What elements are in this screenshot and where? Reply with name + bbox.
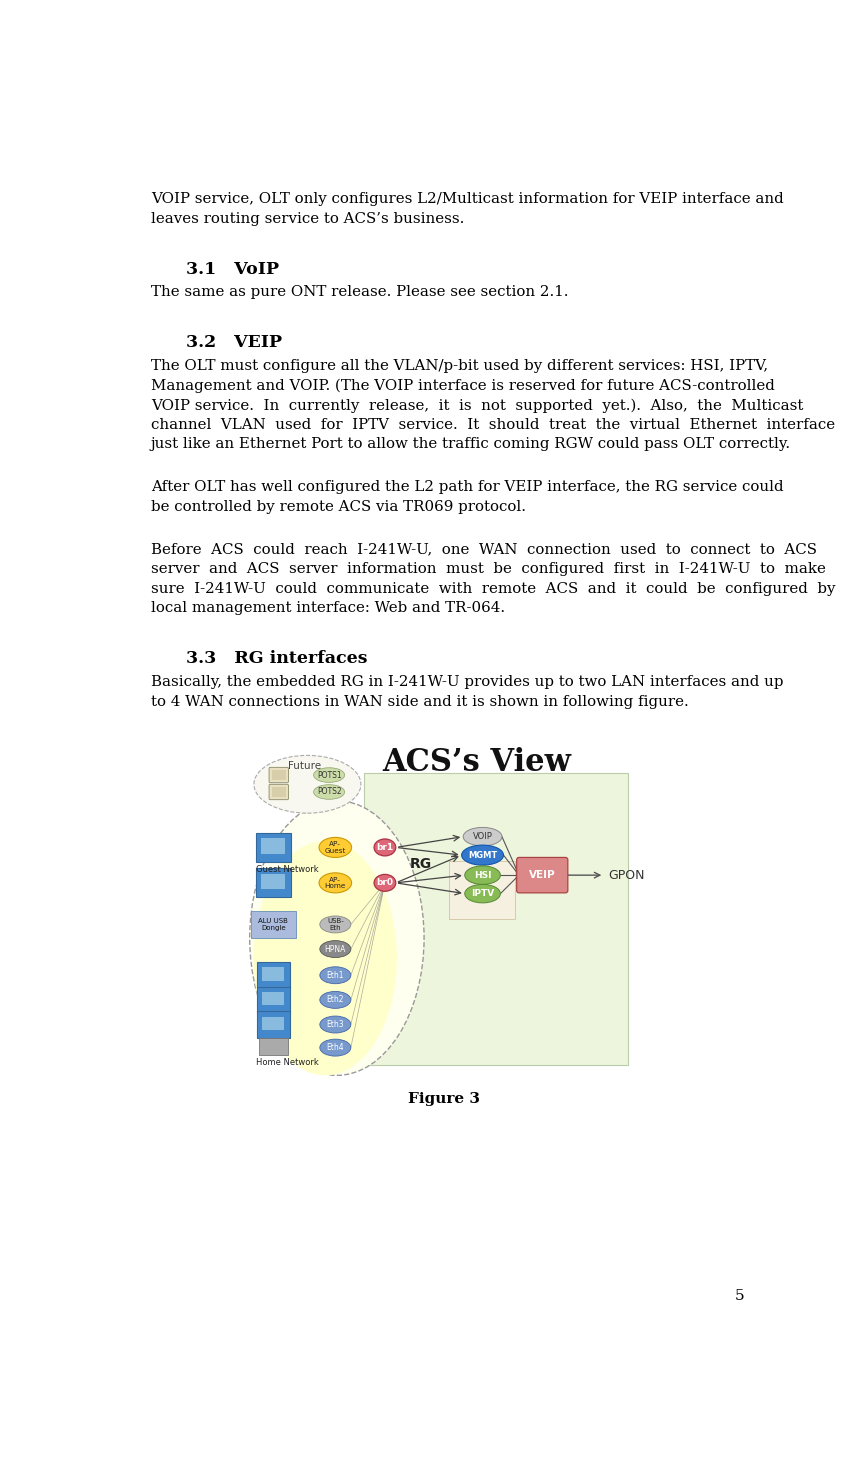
Text: be controlled by remote ACS via TR069 protocol.: be controlled by remote ACS via TR069 pr… xyxy=(151,499,526,514)
Text: ACS’s View: ACS’s View xyxy=(383,747,572,778)
Ellipse shape xyxy=(465,866,501,884)
FancyBboxPatch shape xyxy=(262,873,285,890)
Text: The OLT must configure all the VLAN/p-bit used by different services: HSI, IPTV,: The OLT must configure all the VLAN/p-bi… xyxy=(151,359,768,373)
Text: server  and  ACS  server  information  must  be  configured  first  in  I-241W-U: server and ACS server information must b… xyxy=(151,563,826,576)
Ellipse shape xyxy=(249,801,424,1075)
Text: just like an Ethernet Port to allow the traffic coming RGW could pass OLT correc: just like an Ethernet Port to allow the … xyxy=(151,437,791,451)
Text: IPTV: IPTV xyxy=(471,890,494,899)
Text: HSI: HSI xyxy=(474,871,491,879)
Ellipse shape xyxy=(313,785,345,800)
Ellipse shape xyxy=(463,828,502,846)
Text: VOIP service.  In  currently  release,  it  is  not  supported  yet.).  Also,  t: VOIP service. In currently release, it i… xyxy=(151,398,804,412)
Text: Eth1: Eth1 xyxy=(326,971,344,980)
Text: RG: RG xyxy=(410,857,431,872)
Text: 3.2   VEIP: 3.2 VEIP xyxy=(185,334,281,351)
Ellipse shape xyxy=(320,1016,351,1033)
Ellipse shape xyxy=(254,841,397,1075)
Ellipse shape xyxy=(320,991,351,1009)
Text: Home Network: Home Network xyxy=(256,1058,319,1066)
Text: to 4 WAN connections in WAN side and it is shown in following figure.: to 4 WAN connections in WAN side and it … xyxy=(151,695,688,709)
FancyBboxPatch shape xyxy=(257,987,289,1013)
Ellipse shape xyxy=(320,1038,351,1056)
FancyBboxPatch shape xyxy=(255,832,291,862)
Ellipse shape xyxy=(374,840,396,856)
FancyBboxPatch shape xyxy=(262,968,284,981)
Text: MGMT: MGMT xyxy=(468,850,497,860)
Text: Guest Network: Guest Network xyxy=(256,865,319,873)
FancyBboxPatch shape xyxy=(269,784,288,800)
Ellipse shape xyxy=(374,875,396,891)
Text: Eth4: Eth4 xyxy=(326,1043,344,1052)
Text: Future: Future xyxy=(288,762,321,772)
FancyBboxPatch shape xyxy=(262,991,284,1006)
Text: AP-
Guest: AP- Guest xyxy=(325,841,346,854)
FancyBboxPatch shape xyxy=(257,962,289,988)
Ellipse shape xyxy=(319,838,352,857)
FancyBboxPatch shape xyxy=(257,1012,289,1037)
FancyBboxPatch shape xyxy=(269,767,288,782)
Text: 3.1   VoIP: 3.1 VoIP xyxy=(185,261,279,278)
Text: 5: 5 xyxy=(735,1289,745,1304)
Ellipse shape xyxy=(465,884,501,903)
Text: Eth2: Eth2 xyxy=(326,996,344,1005)
Text: VEIP: VEIP xyxy=(529,871,556,881)
Text: leaves routing service to ACS’s business.: leaves routing service to ACS’s business… xyxy=(151,212,464,225)
Text: Figure 3: Figure 3 xyxy=(408,1093,480,1106)
Text: USB-
Eth: USB- Eth xyxy=(327,918,344,931)
Text: VOIP: VOIP xyxy=(473,832,493,841)
Text: 3.3   RG interfaces: 3.3 RG interfaces xyxy=(185,650,367,667)
FancyBboxPatch shape xyxy=(272,787,286,797)
Text: sure  I-241W-U  could  communicate  with  remote  ACS  and  it  could  be  confi: sure I-241W-U could communicate with rem… xyxy=(151,582,836,595)
FancyBboxPatch shape xyxy=(255,868,291,897)
Text: VOIP service, OLT only configures L2/Multicast information for VEIP interface an: VOIP service, OLT only configures L2/Mul… xyxy=(151,191,784,206)
Text: Before  ACS  could  reach  I-241W-U,  one  WAN  connection  used  to  connect  t: Before ACS could reach I-241W-U, one WAN… xyxy=(151,542,817,557)
FancyBboxPatch shape xyxy=(272,770,286,781)
FancyBboxPatch shape xyxy=(262,1016,284,1030)
FancyBboxPatch shape xyxy=(517,857,568,893)
Ellipse shape xyxy=(319,873,352,893)
Text: channel  VLAN  used  for  IPTV  service.  It  should  treat  the  virtual  Ether: channel VLAN used for IPTV service. It s… xyxy=(151,418,835,432)
Text: The same as pure ONT release. Please see section 2.1.: The same as pure ONT release. Please see… xyxy=(151,286,568,299)
Text: ALU USB
Dongle: ALU USB Dongle xyxy=(258,918,288,931)
Text: local management interface: Web and TR-064.: local management interface: Web and TR-0… xyxy=(151,601,505,616)
Ellipse shape xyxy=(320,966,351,984)
FancyBboxPatch shape xyxy=(364,773,628,1065)
Text: HPNA: HPNA xyxy=(325,944,346,953)
Text: POTS2: POTS2 xyxy=(317,788,341,797)
Text: Basically, the embedded RG in I-241W-U provides up to two LAN interfaces and up: Basically, the embedded RG in I-241W-U p… xyxy=(151,675,784,689)
Text: br1: br1 xyxy=(377,843,393,851)
Ellipse shape xyxy=(320,916,351,932)
FancyBboxPatch shape xyxy=(449,862,515,919)
FancyBboxPatch shape xyxy=(259,1037,288,1055)
Text: Management and VOIP. (The VOIP interface is reserved for future ACS-controlled: Management and VOIP. (The VOIP interface… xyxy=(151,379,775,393)
Text: After OLT has well configured the L2 path for VEIP interface, the RG service cou: After OLT has well configured the L2 pat… xyxy=(151,480,784,493)
FancyBboxPatch shape xyxy=(251,912,296,937)
Ellipse shape xyxy=(462,846,503,865)
Ellipse shape xyxy=(313,767,345,782)
Text: GPON: GPON xyxy=(608,869,644,882)
Text: AP-
Home: AP- Home xyxy=(325,876,346,890)
Ellipse shape xyxy=(320,941,351,957)
Text: POTS1: POTS1 xyxy=(317,770,341,779)
FancyBboxPatch shape xyxy=(262,838,285,854)
Ellipse shape xyxy=(254,756,361,813)
Text: Eth3: Eth3 xyxy=(326,1019,344,1030)
Text: br0: br0 xyxy=(377,878,393,887)
